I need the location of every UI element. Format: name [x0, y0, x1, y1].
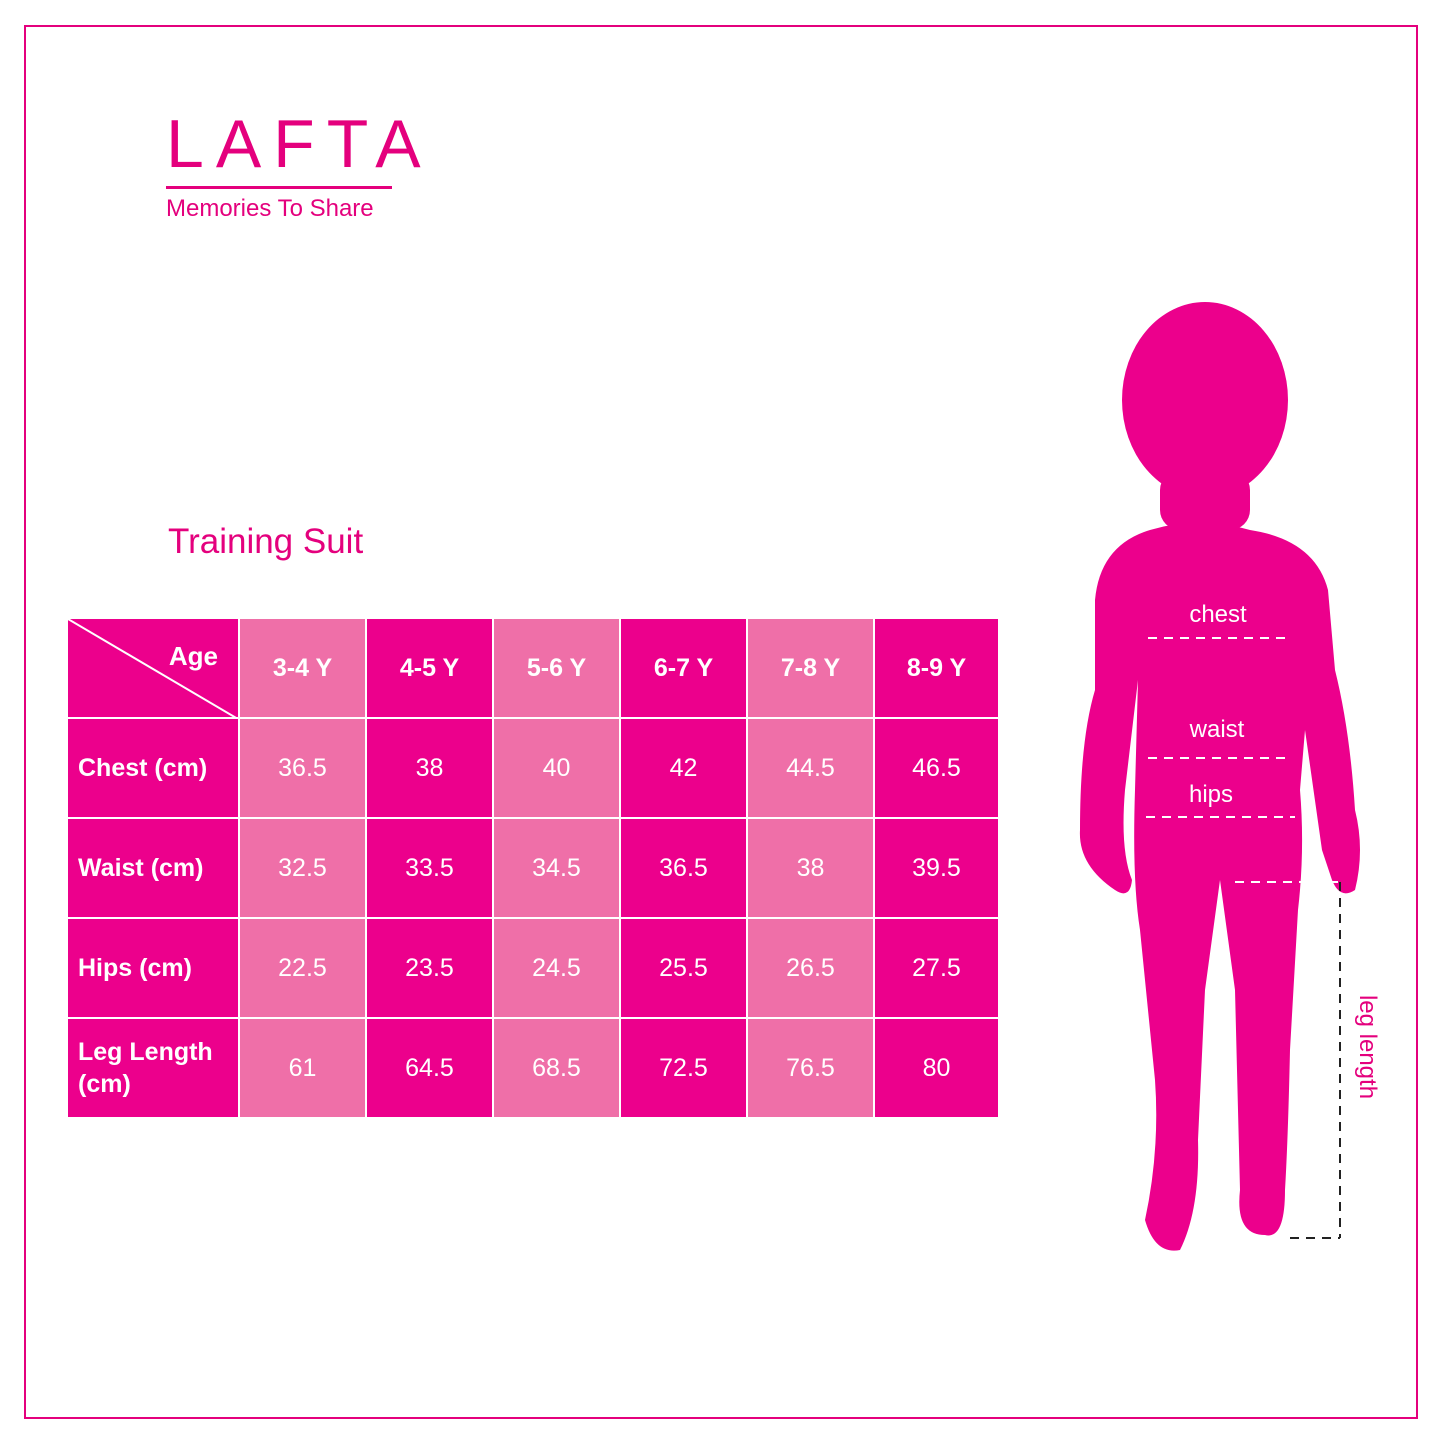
table-cell: 61 [238, 1017, 367, 1119]
table-cell: 80 [873, 1017, 1000, 1119]
size-table: Age 3-4 Y 4-5 Y 5-6 Y 6-7 Y 7-8 Y 8-9 Y … [66, 617, 1000, 1119]
table-cell: 36.5 [238, 717, 367, 819]
column-header: 3-4 Y [238, 617, 367, 719]
diagonal-divider [68, 619, 238, 719]
table-cell: 46.5 [873, 717, 1000, 819]
table-cell: 76.5 [746, 1017, 875, 1119]
table-cell: 32.5 [238, 817, 367, 919]
column-header: 5-6 Y [492, 617, 621, 719]
column-header: 4-5 Y [365, 617, 494, 719]
table-cell: 39.5 [873, 817, 1000, 919]
table-cell: 72.5 [619, 1017, 748, 1119]
corner-cell: Age [66, 617, 240, 719]
table-row: Chest (cm) 36.5 38 40 42 44.5 46.5 [66, 717, 1000, 819]
table-row: Leg Length (cm) 61 64.5 68.5 72.5 76.5 8… [66, 1017, 1000, 1119]
row-header: Chest (cm) [66, 717, 240, 819]
page-border [24, 25, 1418, 1419]
waist-label: waist [1189, 716, 1245, 743]
table-row: Waist (cm) 32.5 33.5 34.5 36.5 38 39.5 [66, 817, 1000, 919]
measure-lines [1146, 637, 1338, 883]
logo-tagline: Memories To Share [166, 195, 374, 222]
brand-logo: LAFTA Memories To Share [166, 106, 433, 223]
table-cell: 38 [746, 817, 875, 919]
row-header: Waist (cm) [66, 817, 240, 919]
table-cell: 34.5 [492, 817, 621, 919]
column-header: 7-8 Y [746, 617, 875, 719]
leg-length-label: leg length [1354, 995, 1381, 1099]
hips-label: hips [1189, 781, 1233, 808]
table-cell: 26.5 [746, 917, 875, 1019]
logo-divider [166, 186, 392, 189]
table-cell: 36.5 [619, 817, 748, 919]
table-row: Hips (cm) 22.5 23.5 24.5 25.5 26.5 27.5 [66, 917, 1000, 1019]
table-cell: 42 [619, 717, 748, 819]
table-cell: 44.5 [746, 717, 875, 819]
table-cell: 64.5 [365, 1017, 494, 1119]
row-header: Hips (cm) [66, 917, 240, 1019]
table-cell: 25.5 [619, 917, 748, 1019]
age-label: Age [168, 641, 218, 671]
child-silhouette-diagram: chest waist hips leg length [1079, 302, 1381, 1251]
child-silhouette-icon [1079, 302, 1360, 1251]
table-header-row: Age 3-4 Y 4-5 Y 5-6 Y 6-7 Y 7-8 Y 8-9 Y [66, 617, 1000, 719]
product-title: Training Suit [168, 522, 364, 561]
table-cell: 40 [492, 717, 621, 819]
table-cell: 27.5 [873, 917, 1000, 1019]
logo-wordmark: LAFTA [166, 106, 433, 182]
column-header: 8-9 Y [873, 617, 1000, 719]
row-header: Leg Length (cm) [66, 1017, 240, 1119]
table-cell: 23.5 [365, 917, 494, 1019]
table-cell: 38 [365, 717, 494, 819]
leg-length-line [1290, 882, 1341, 1239]
table-cell: 24.5 [492, 917, 621, 1019]
column-header: 6-7 Y [619, 617, 748, 719]
table-cell: 33.5 [365, 817, 494, 919]
table-cell: 22.5 [238, 917, 367, 1019]
table-cell: 68.5 [492, 1017, 621, 1119]
chest-label: chest [1189, 601, 1247, 628]
